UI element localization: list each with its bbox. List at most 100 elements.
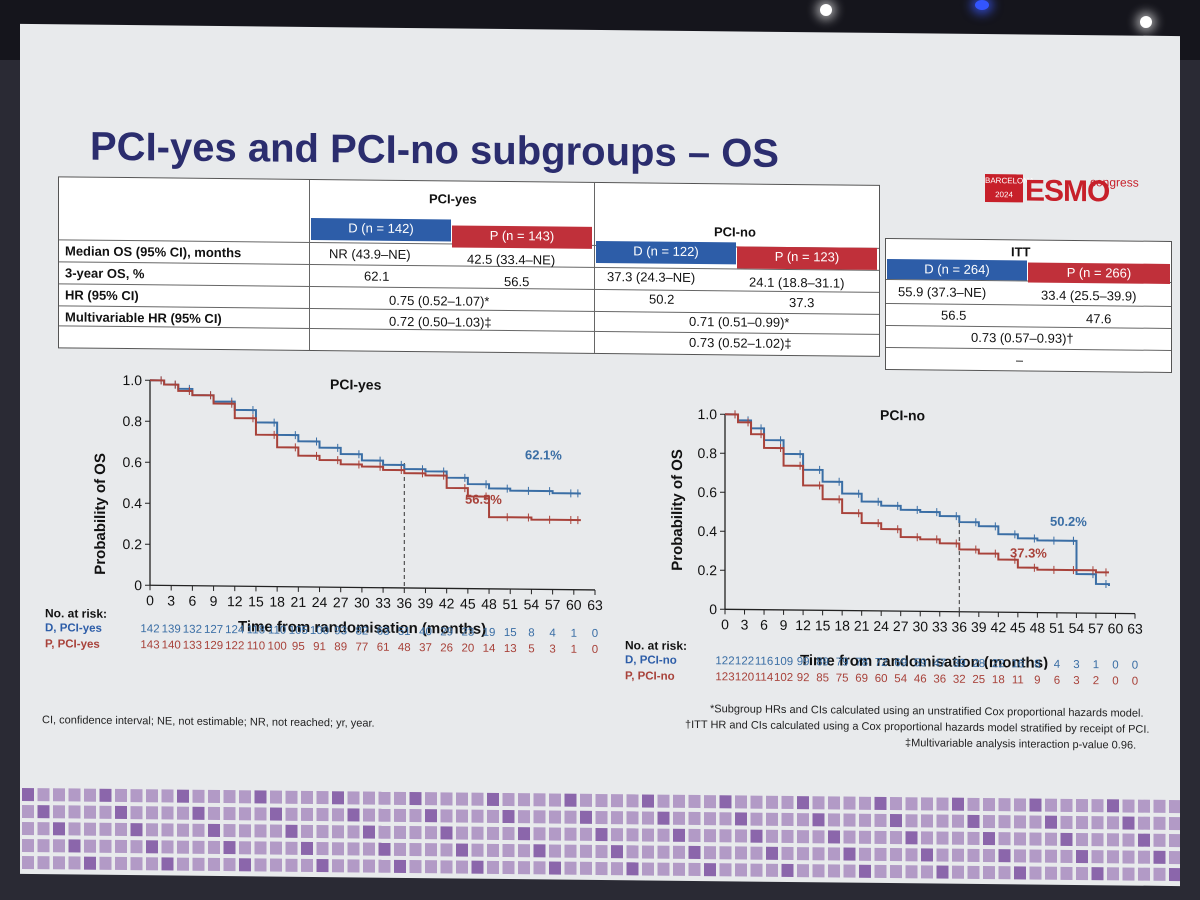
- pattern-tile: [394, 842, 406, 856]
- pattern-tile: [68, 805, 81, 819]
- pattern-tile: [53, 822, 65, 836]
- pattern-tile: [84, 788, 96, 802]
- pattern-tile: [890, 865, 902, 879]
- pattern-tile: [781, 863, 794, 878]
- pattern-tile: [440, 826, 453, 840]
- pattern-tile: [1122, 833, 1135, 847]
- pattern-tile: [657, 811, 670, 825]
- pattern-tile: [285, 807, 298, 821]
- pattern-tile: [285, 790, 298, 804]
- itt-mv-hr: –: [1016, 352, 1024, 368]
- pattern-tile: [967, 814, 980, 828]
- pattern-tile: [719, 846, 732, 860]
- km-plot-pci-yes: PCI-yes 00.20.40.60.81.00 3 6 9 12 15 18 21 24 27…: [92, 372, 603, 638]
- pattern-tile: [967, 848, 980, 862]
- pattern-tile: [626, 811, 639, 825]
- pattern-tile: [750, 829, 763, 843]
- y-tick-label: 0.8: [123, 413, 143, 429]
- pattern-tile: [239, 790, 251, 804]
- pattern-tile: [37, 805, 50, 819]
- at-risk-value: 0: [1131, 659, 1139, 672]
- footnote-multivariable: ‡Multivariable analysis interaction p-va…: [905, 737, 1137, 752]
- pattern-tile: [363, 859, 375, 873]
- pattern-tile: [688, 811, 701, 826]
- pattern-tile: [905, 865, 918, 879]
- pci-yes-hr: 0.75 (0.52–1.07)*: [389, 292, 490, 309]
- pattern-tile: [394, 808, 406, 822]
- y-tick-label: 0.2: [123, 536, 143, 552]
- km-title: PCI-no: [880, 407, 925, 423]
- pattern-tile: [781, 846, 794, 861]
- pattern-tile: [456, 809, 468, 823]
- pattern-tile: [99, 839, 112, 853]
- pattern-tile: [998, 849, 1011, 863]
- pattern-tile: [254, 841, 267, 855]
- pattern-tile: [1091, 833, 1104, 847]
- pattern-tile: [936, 797, 949, 811]
- pattern-tile: [378, 842, 391, 856]
- pattern-tile: [859, 864, 871, 878]
- pattern-tile: [22, 804, 34, 819]
- pattern-tile: [564, 810, 577, 824]
- pattern-tile: [595, 810, 608, 825]
- pattern-tile: [270, 858, 282, 872]
- pattern-tile: [1060, 849, 1073, 863]
- pattern-tile: [952, 797, 964, 811]
- pci-no-hr: 0.71 (0.51–0.99)*: [689, 313, 790, 330]
- pattern-tile: [487, 826, 499, 840]
- at-risk-row-label: D, PCI-no: [625, 654, 677, 667]
- pattern-tile: [1169, 833, 1180, 848]
- pattern-tile: [983, 866, 995, 880]
- pattern-tile: [192, 806, 205, 820]
- pattern-tile: [53, 788, 65, 802]
- at-risk-header: No. at risk:: [45, 606, 108, 621]
- pattern-tile: [983, 849, 995, 863]
- x-tick-label: 21: [291, 594, 307, 610]
- pci-yes-median-p: 42.5 (33.4–NE): [467, 251, 556, 268]
- pattern-tile: [208, 806, 220, 821]
- pattern-tile: [99, 822, 112, 836]
- pci-yes-p-header: P (n = 143): [452, 225, 592, 249]
- pattern-tile: [750, 795, 763, 809]
- pattern-tile: [146, 806, 158, 820]
- pattern-tile: [1014, 832, 1026, 846]
- pattern-tile: [812, 813, 825, 827]
- pattern-tile: [316, 825, 329, 839]
- pattern-tile: [68, 788, 81, 802]
- pattern-tile: [502, 809, 515, 824]
- pattern-tile: [952, 848, 964, 862]
- pattern-tile: [533, 827, 546, 841]
- pattern-tile: [53, 805, 65, 819]
- pattern-tile: [1060, 866, 1073, 880]
- pci-no-mv-hr: 0.73 (0.52–1.02)‡: [689, 334, 792, 352]
- pattern-tile: [580, 793, 592, 807]
- pci-no-p-header: P (n = 123): [737, 246, 877, 270]
- pattern-tile: [301, 790, 313, 804]
- pattern-tile: [161, 806, 174, 820]
- y-tick-label: 0: [709, 601, 717, 617]
- pattern-tile: [859, 796, 871, 810]
- x-tick-label: 30: [354, 594, 370, 610]
- pattern-tile: [580, 810, 592, 824]
- y-tick-label: 0.2: [698, 562, 718, 578]
- pattern-tile: [797, 864, 809, 878]
- pattern-tile: [409, 792, 422, 806]
- pci-no-median-p: 24.1 (18.8–31.1): [749, 274, 845, 291]
- pattern-tile: [983, 815, 995, 829]
- pattern-tile: [347, 808, 360, 822]
- pattern-tile: [580, 861, 592, 875]
- x-tick-label: 24: [312, 594, 328, 610]
- pattern-tile: [115, 788, 127, 803]
- itt-os3-d: 56.5: [941, 307, 967, 323]
- pattern-tile: [905, 814, 918, 828]
- pattern-tile: [1138, 867, 1150, 881]
- pattern-tile: [1169, 850, 1180, 865]
- pattern-tile: [1076, 866, 1088, 881]
- pattern-tile: [766, 846, 778, 860]
- pattern-tile: [611, 862, 623, 876]
- x-tick-label: 39: [418, 595, 434, 611]
- pattern-tile: [37, 856, 50, 870]
- pattern-tile: [735, 812, 747, 826]
- pattern-tile: [285, 841, 298, 855]
- pattern-tile: [487, 809, 499, 823]
